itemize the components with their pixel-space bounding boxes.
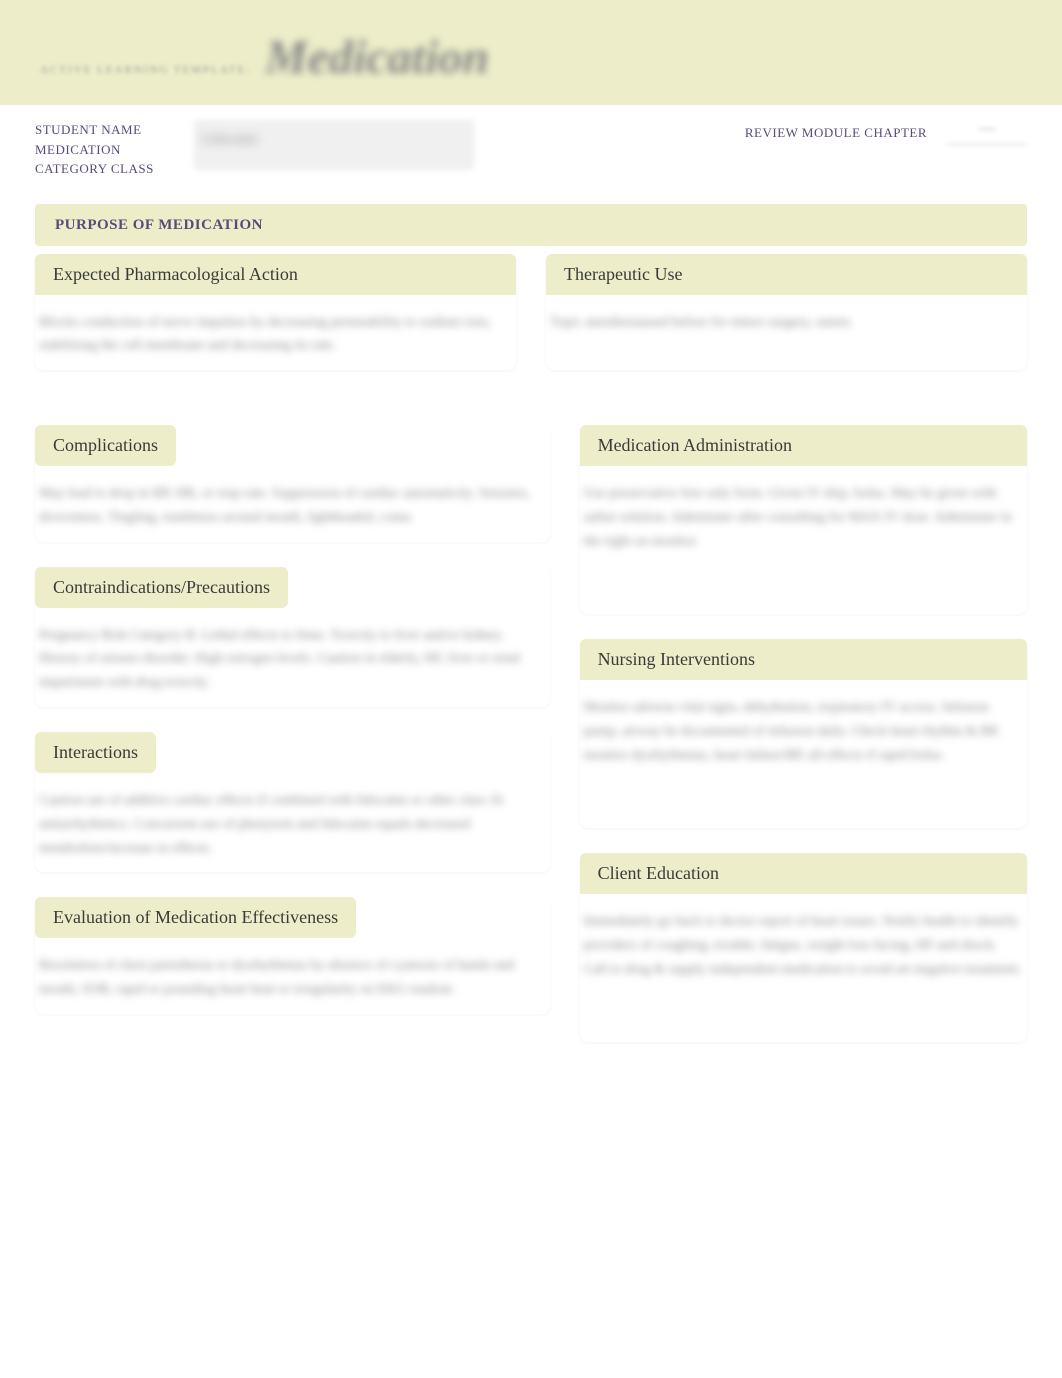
therapeutic-use-card: Therapeutic Use Topic anesthesiaused bef… xyxy=(546,254,1027,371)
complications-body: May lead to drop in BP, HR, or resp rate… xyxy=(35,474,550,542)
nursing-title: Nursing Interventions xyxy=(598,649,755,669)
meta-labels: STUDENT NAME MEDICATION CATEGORY CLASS xyxy=(35,120,154,179)
education-header: Client Education xyxy=(580,853,1027,894)
expected-action-title: Expected Pharmacological Action xyxy=(53,264,298,284)
interactions-text: Caution use of additive cardiac effects … xyxy=(39,789,546,860)
complications-card: Complications May lead to drop in BP, HR… xyxy=(35,425,550,542)
administration-body: Use preservative free only form. Given I… xyxy=(580,474,1027,614)
complications-title: Complications xyxy=(53,435,158,455)
evaluation-title: Evaluation of Medication Effectiveness xyxy=(53,907,338,927)
meta-right: REVIEW MODULE CHAPTER — xyxy=(745,120,1027,145)
contraindications-body: Pregnancy Risk Category B. Lethal effect… xyxy=(35,616,550,707)
nursing-text: Monitor adverse vital signs, dehydration… xyxy=(584,696,1023,767)
therapeutic-use-body: Topic anesthesiaused before for minor su… xyxy=(546,303,1027,363)
administration-text: Use preservative free only form. Given I… xyxy=(584,482,1023,553)
expected-action-header: Expected Pharmacological Action xyxy=(35,254,516,295)
left-column: Complications May lead to drop in BP, HR… xyxy=(35,425,550,1067)
medication-input[interactable]: Lidocaine xyxy=(194,120,474,170)
contraindications-text: Pregnancy Risk Category B. Lethal effect… xyxy=(39,624,546,695)
complications-header: Complications xyxy=(35,425,176,466)
education-title: Client Education xyxy=(598,863,719,883)
evaluation-header: Evaluation of Medication Effectiveness xyxy=(35,897,356,938)
education-text: Immediately go back to doctor report of … xyxy=(584,910,1023,981)
expected-action-card: Expected Pharmacological Action Blocks c… xyxy=(35,254,516,371)
purpose-header-text: PURPOSE OF MEDICATION xyxy=(55,217,263,233)
interactions-title: Interactions xyxy=(53,742,138,762)
main-columns: Complications May lead to drop in BP, HR… xyxy=(35,425,1027,1067)
complications-text: May lead to drop in BP, HR, or resp rate… xyxy=(39,482,546,530)
expected-action-body: Blocks conduction of nerve impulses by d… xyxy=(35,303,516,371)
purpose-row: Expected Pharmacological Action Blocks c… xyxy=(35,254,1027,396)
nursing-card: Nursing Interventions Monitor adverse vi… xyxy=(580,639,1027,828)
education-card: Client Education Immediately go back to … xyxy=(580,853,1027,1042)
interactions-header: Interactions xyxy=(35,732,156,773)
content-area: Expected Pharmacological Action Blocks c… xyxy=(0,254,1062,1098)
contraindications-header: Contraindications/Precautions xyxy=(35,567,288,608)
medication-value: Lidocaine xyxy=(202,128,466,152)
expected-action-text: Blocks conduction of nerve impulses by d… xyxy=(39,311,512,359)
evaluation-body: Resolution of chest paresthesia or dysrh… xyxy=(35,946,550,1014)
therapeutic-use-title: Therapeutic Use xyxy=(564,264,682,284)
education-body: Immediately go back to doctor report of … xyxy=(580,902,1027,1042)
header-title: Medication xyxy=(265,30,489,85)
header-subtitle: ACTIVE LEARNING TEMPLATE: xyxy=(40,64,251,76)
administration-header: Medication Administration xyxy=(580,425,1027,466)
therapeutic-use-header: Therapeutic Use xyxy=(546,254,1027,295)
nursing-body: Monitor adverse vital signs, dehydration… xyxy=(580,688,1027,828)
right-column: Medication Administration Use preservati… xyxy=(580,425,1027,1067)
contraindications-card: Contraindications/Precautions Pregnancy … xyxy=(35,567,550,707)
review-module-input[interactable]: — xyxy=(947,120,1027,145)
interactions-body: Caution use of additive cardiac effects … xyxy=(35,781,550,872)
meta-section: STUDENT NAME MEDICATION CATEGORY CLASS L… xyxy=(0,105,1062,194)
category-label: CATEGORY CLASS xyxy=(35,159,154,179)
medication-label: MEDICATION xyxy=(35,140,154,160)
review-module-label: REVIEW MODULE CHAPTER xyxy=(745,125,927,141)
header-banner: ACTIVE LEARNING TEMPLATE: Medication xyxy=(0,0,1062,105)
student-name-label: STUDENT NAME xyxy=(35,120,154,140)
evaluation-card: Evaluation of Medication Effectiveness R… xyxy=(35,897,550,1014)
purpose-header: PURPOSE OF MEDICATION xyxy=(35,204,1027,246)
contraindications-title: Contraindications/Precautions xyxy=(53,577,270,597)
interactions-card: Interactions Caution use of additive car… xyxy=(35,732,550,872)
administration-title: Medication Administration xyxy=(598,435,792,455)
therapeutic-use-text: Topic anesthesiaused before for minor su… xyxy=(550,311,1023,335)
nursing-header: Nursing Interventions xyxy=(580,639,1027,680)
administration-card: Medication Administration Use preservati… xyxy=(580,425,1027,614)
page: ACTIVE LEARNING TEMPLATE: Medication STU… xyxy=(0,0,1062,1097)
evaluation-text: Resolution of chest paresthesia or dysrh… xyxy=(39,954,546,1002)
